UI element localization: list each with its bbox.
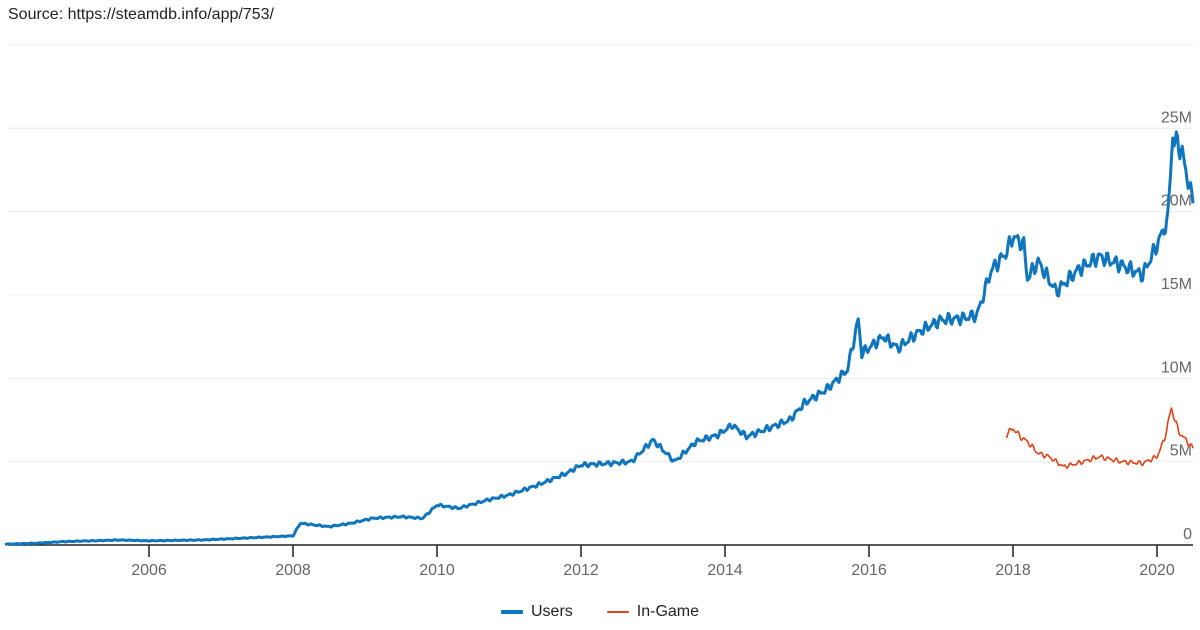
x-tick-label: 2006 [131, 562, 167, 579]
y-tick-label: 10M [1161, 359, 1192, 376]
legend-label-users: Users [530, 603, 573, 620]
line-chart: 0 5M 10M 15M 20M 25M 2006 2008 2010 2012 2014 2016… [4, 44, 1195, 579]
legend: Users In-Game [0, 603, 1200, 621]
y-tick-label: 15M [1161, 276, 1192, 293]
y-tick-label: 0 [1183, 526, 1192, 543]
in-game-line [1005, 407, 1194, 469]
x-tick-label: 2016 [851, 562, 887, 579]
x-tick-label: 2014 [707, 562, 743, 579]
gridlines [8, 44, 1193, 463]
legend-item-in-game[interactable]: In-Game [606, 603, 700, 621]
x-axis: 2006 2008 2010 2012 2014 2016 2018 2020 [8, 544, 1193, 579]
users-line [4, 130, 1195, 546]
x-tick-label: 2020 [1139, 562, 1175, 579]
users-swatch-icon [500, 610, 523, 614]
series-lines [4, 130, 1195, 546]
source-text: Source: https://steamdb.info/app/753/ [8, 6, 274, 23]
x-tick-label: 2008 [275, 562, 311, 579]
legend-item-users[interactable]: Users [500, 603, 573, 621]
in-game-swatch-icon [606, 611, 629, 613]
x-tick-label: 2010 [419, 562, 455, 579]
x-tick-label: 2012 [563, 562, 599, 579]
x-tick-label: 2018 [995, 562, 1031, 579]
legend-label-in-game: In-Game [636, 603, 700, 620]
y-tick-label: 25M [1161, 109, 1192, 126]
y-tick-label: 5M [1170, 443, 1192, 460]
y-tick-label: 20M [1161, 193, 1192, 210]
